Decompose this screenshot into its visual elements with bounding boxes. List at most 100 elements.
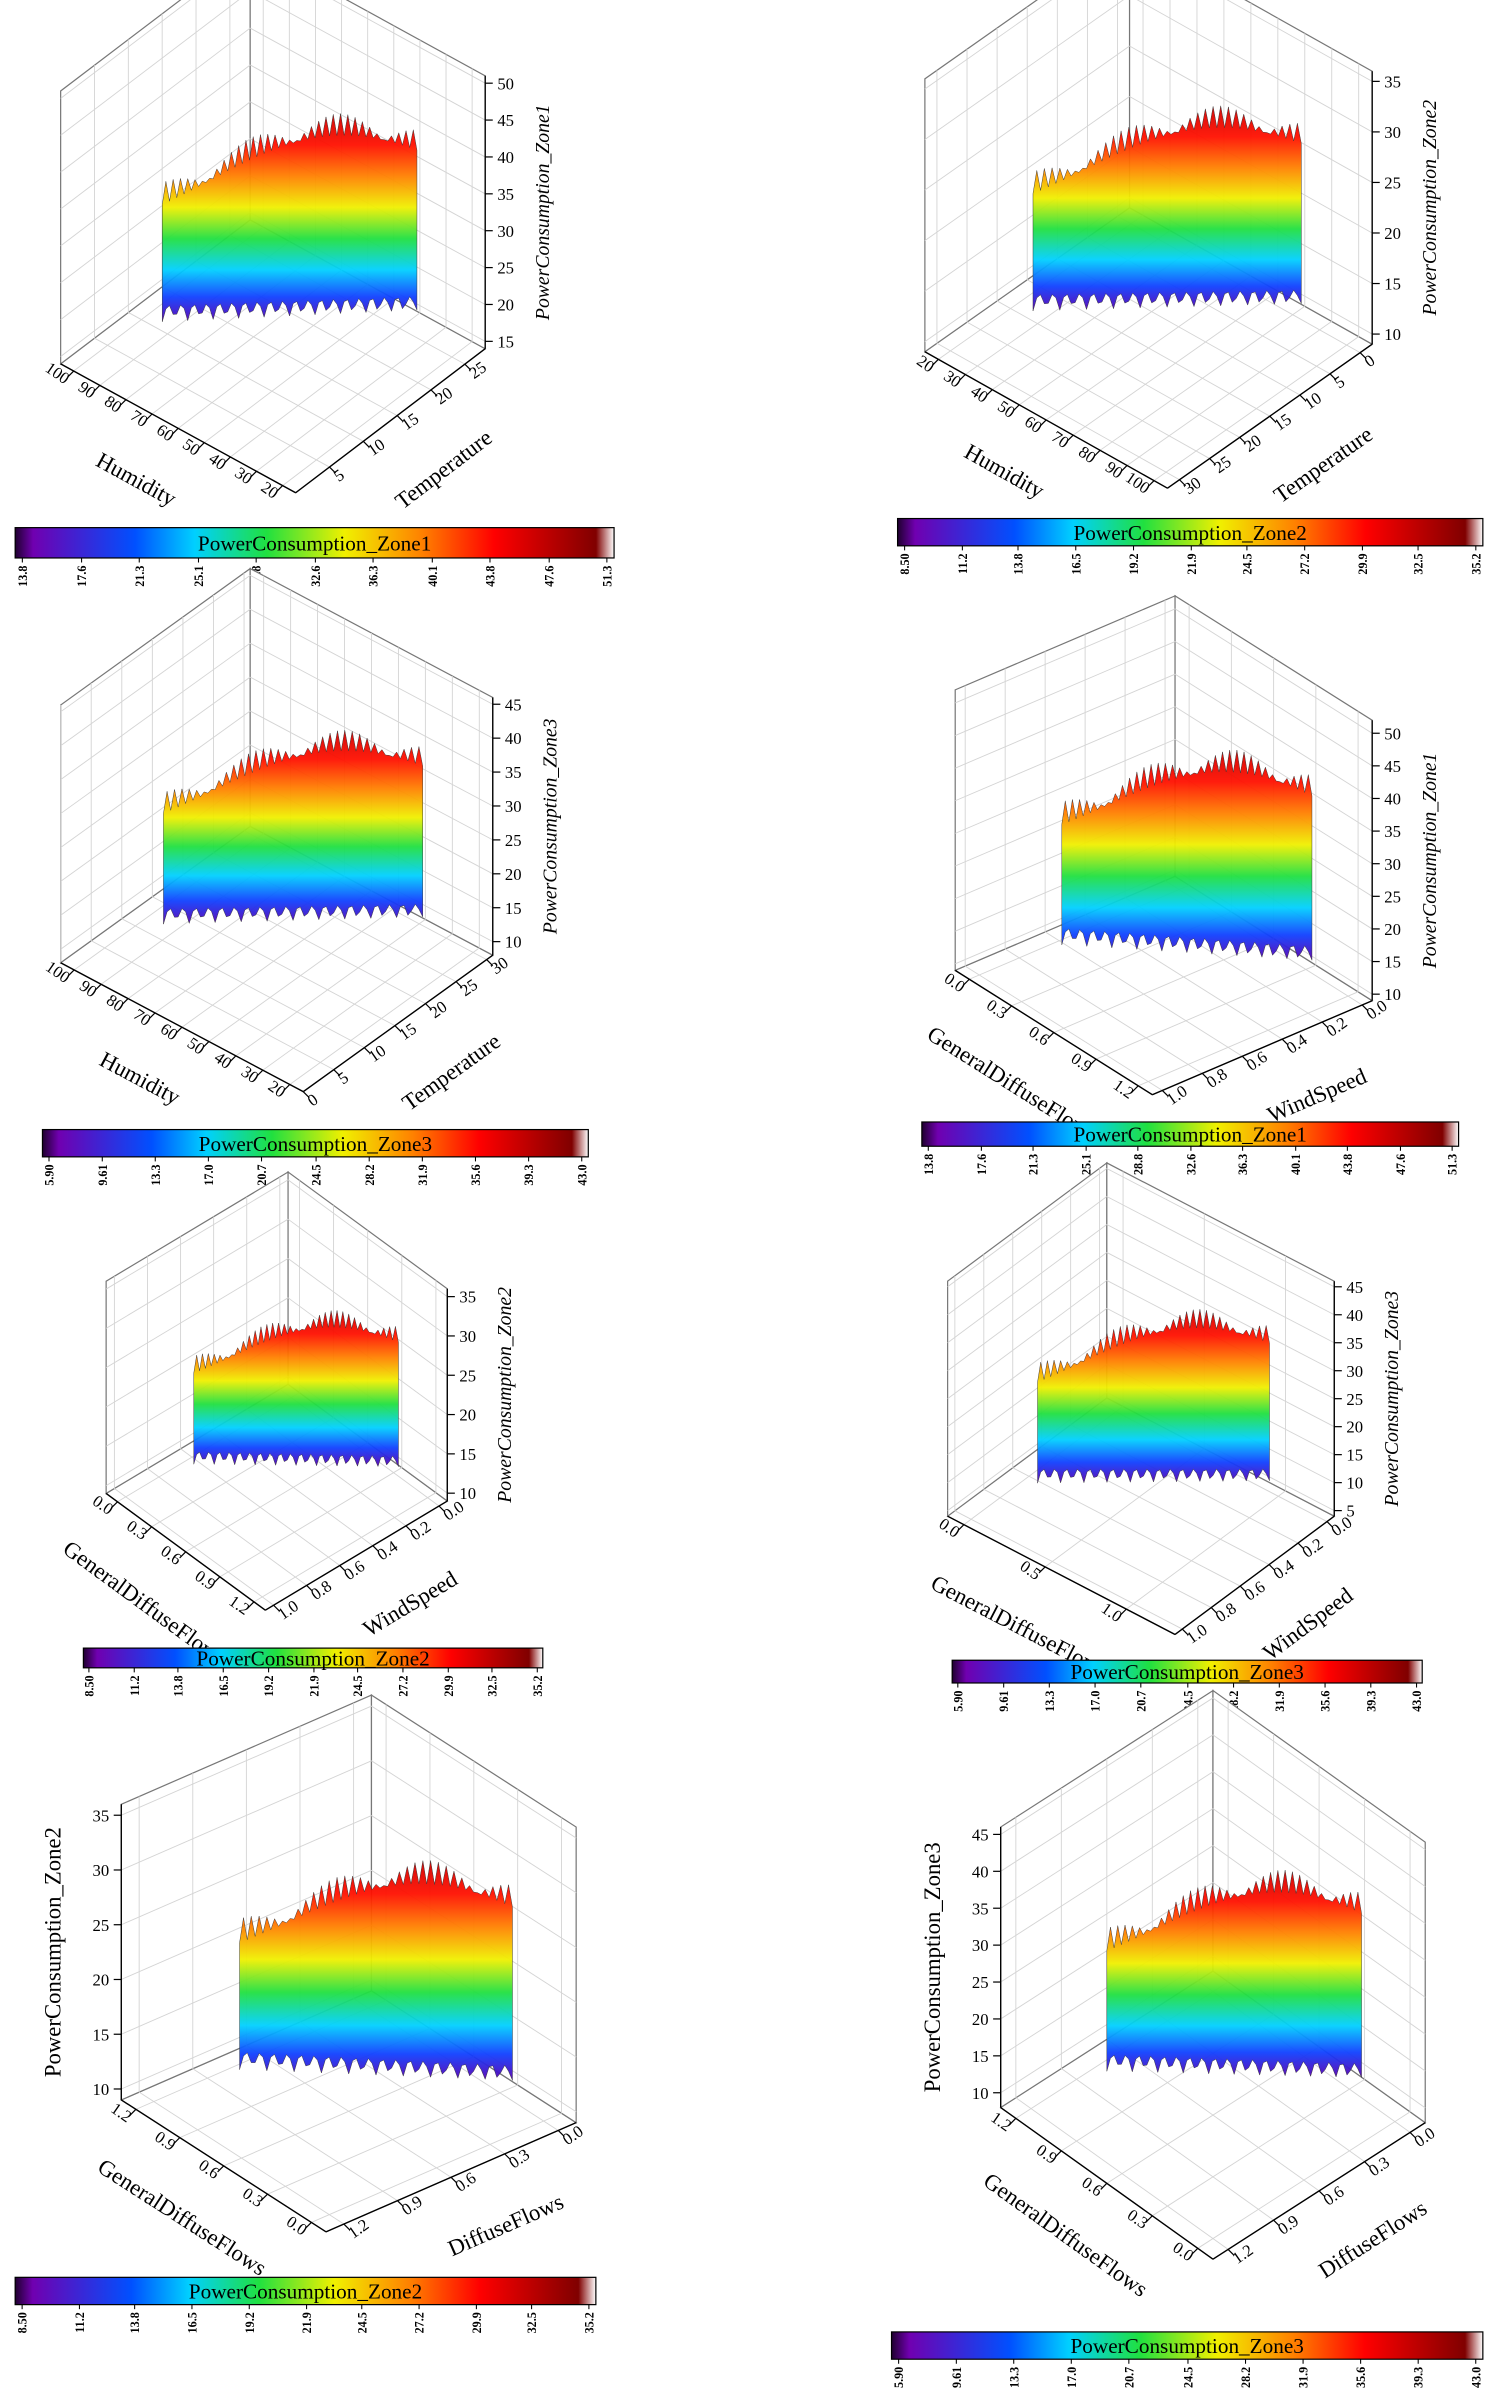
z-tick-label: 45 — [1346, 1278, 1363, 1297]
tick-mark — [1038, 1566, 1046, 1574]
z-tick-label: 15 — [1384, 953, 1401, 972]
colorbar-tick-label: 35.2 — [1469, 553, 1483, 574]
grid-line — [253, 1492, 437, 1603]
tick-mark — [229, 1055, 237, 1063]
tick-mark — [329, 466, 336, 474]
tick-mark — [283, 1084, 291, 1091]
grid-line — [947, 1168, 1108, 1288]
tick-mark — [1409, 2131, 1417, 2139]
colorbar-tick-label: 47.6 — [1394, 1154, 1408, 1175]
tick-mark — [1281, 1038, 1289, 1046]
colorbar-tick-label: 11.2 — [956, 553, 970, 574]
tick-mark — [1364, 2161, 1372, 2169]
y-axis-label: DiffuseFlows — [444, 2189, 567, 2261]
tick-mark — [171, 427, 179, 435]
tick-mark — [1100, 2182, 1108, 2190]
tick-mark — [931, 358, 939, 366]
y-axis — [1152, 1000, 1373, 1096]
colorbar-tick-label: 13.8 — [1012, 553, 1026, 574]
tick-mark — [362, 440, 370, 448]
grid-line — [1174, 706, 1373, 832]
z-tick-label: 40 — [505, 729, 522, 748]
grid-line — [371, 1705, 577, 1839]
tick-mark — [111, 1501, 118, 1509]
tick-mark — [1359, 352, 1367, 360]
z-tick-label: 35 — [459, 1288, 476, 1307]
tick-mark — [1239, 436, 1247, 444]
tick-mark — [1005, 1005, 1012, 1013]
colorbar-tick-label: 43.8 — [484, 566, 498, 587]
z-tick-label: 20 — [459, 1406, 476, 1425]
grid-line — [249, 27, 486, 158]
grid-line — [1012, 1467, 1241, 1587]
tick-mark — [1321, 1021, 1329, 1029]
grid-line — [1000, 1734, 1214, 1872]
colorbar-tick-label: 31.9 — [1273, 1691, 1287, 1712]
tick-mark — [450, 2176, 458, 2184]
tick-mark — [67, 370, 75, 378]
x-axis — [105, 1492, 266, 1611]
grid-line — [1000, 1771, 1214, 1909]
tick-mark — [486, 959, 494, 967]
colorbar-label: PowerConsumption_Zone3 — [1070, 1660, 1303, 1684]
surface-panel: 0.00.30.60.91.20.00.20.40.60.81.01015202… — [59, 1170, 545, 1697]
grid-line — [105, 1218, 289, 1329]
colorbar-tick-label: 31.9 — [1297, 2367, 1311, 2388]
surface-panel: 0.00.51.00.00.20.40.60.81.05101520253035… — [927, 1161, 1424, 1712]
colorbar-tick-label: 39.3 — [522, 1164, 536, 1185]
grid-line — [1061, 2068, 1274, 2221]
x-axis — [947, 1515, 1176, 1636]
x-axis — [120, 2099, 327, 2233]
grid-line — [1174, 641, 1373, 767]
tick-mark — [1089, 1058, 1097, 1066]
z-tick-label: 30 — [497, 222, 514, 241]
tick-mark — [372, 1545, 380, 1553]
colorbar-tick-label: 19.2 — [1127, 553, 1141, 574]
colorbar — [82, 1647, 544, 1669]
grid-line — [105, 1297, 289, 1408]
colorbar-tick-label: 21.9 — [300, 2312, 314, 2333]
grid-line — [964, 965, 1163, 1091]
tick-mark — [173, 2137, 181, 2145]
grid-line — [287, 1258, 448, 1376]
grid-line — [955, 738, 1176, 834]
grid-line — [60, 0, 240, 136]
colorbar-tick-label: 27.2 — [1298, 553, 1312, 574]
grid-line — [1212, 1771, 1426, 1924]
colorbar-tick-label: 43.0 — [1469, 2367, 1483, 2388]
tick-mark — [397, 2200, 404, 2208]
tick-mark — [197, 442, 205, 450]
grid-line — [1106, 1168, 1335, 1288]
z-axis-label: PowerConsumption_Zone2 — [1419, 100, 1441, 317]
colorbar-tick-label: 28.8 — [1131, 1154, 1145, 1175]
y-axis-label: Temperature — [397, 1028, 505, 1115]
z-tick-label: 15 — [1384, 275, 1401, 294]
colorbar-tick-label: 8.50 — [16, 2312, 30, 2333]
y-axis — [264, 1500, 448, 1611]
z-tick-label: 35 — [497, 185, 514, 204]
grid-line — [924, 0, 1124, 140]
grid-line — [983, 1488, 1212, 1608]
grid-line — [924, 0, 1053, 90]
z-tick-label: 20 — [1346, 1418, 1363, 1437]
grid-line — [955, 673, 1176, 769]
colorbar-tick-label: 13.3 — [1043, 1691, 1057, 1712]
grid-line — [289, 947, 480, 1085]
colorbar-tick-label: 35.6 — [1354, 2367, 1368, 2388]
colorbar-tick-label: 35.2 — [582, 2312, 596, 2333]
z-tick-label: 10 — [505, 933, 522, 952]
tick-mark — [261, 2193, 268, 2201]
tick-mark — [1120, 465, 1128, 472]
z-tick-label: 45 — [497, 111, 514, 130]
surface — [1037, 1309, 1270, 1484]
colorbar-tick-label: 17.0 — [202, 1164, 216, 1185]
grid-line — [1106, 1224, 1335, 1344]
z-axis-label: PowerConsumption_Zone2 — [494, 1287, 516, 1504]
grid-line — [114, 1488, 274, 1606]
tick-mark — [962, 978, 970, 986]
y-tick-label: 5 — [1331, 372, 1349, 392]
grid-line — [60, 710, 251, 848]
colorbar-tick-label: 35.6 — [469, 1164, 483, 1185]
grid-line — [60, 27, 251, 173]
x-axis — [1000, 2106, 1214, 2260]
